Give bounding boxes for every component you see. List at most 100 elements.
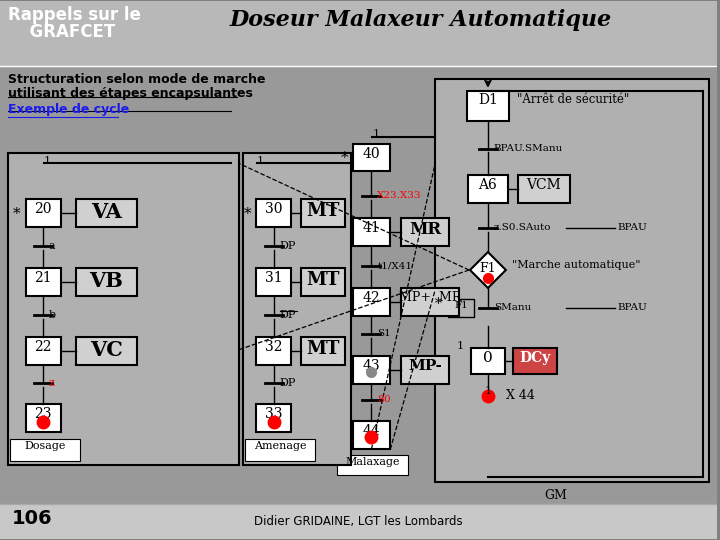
Text: "Arrêt de sécurité": "Arrêt de sécurité" — [517, 93, 629, 106]
Bar — [26, 268, 60, 296]
Text: A6: A6 — [479, 178, 498, 192]
Text: Doseur Malaxeur Automatique: Doseur Malaxeur Automatique — [229, 9, 611, 31]
Bar — [26, 404, 60, 433]
Bar — [471, 348, 505, 374]
Bar — [401, 218, 449, 246]
Text: MP-: MP- — [408, 359, 442, 373]
Text: *: * — [341, 152, 348, 165]
Text: MT: MT — [306, 202, 339, 220]
Bar — [256, 268, 291, 296]
Text: 1: 1 — [257, 157, 264, 166]
Text: VB: VB — [89, 271, 124, 291]
Bar — [256, 199, 291, 227]
Bar — [448, 299, 474, 317]
Bar — [301, 268, 345, 296]
Text: 21: 21 — [34, 271, 52, 285]
Bar — [10, 439, 80, 461]
Text: b: b — [49, 310, 56, 320]
Text: a: a — [49, 241, 55, 251]
Text: 106: 106 — [12, 509, 53, 528]
Text: "Marche automatique": "Marche automatique" — [512, 260, 640, 270]
Text: MR: MR — [409, 221, 441, 238]
Text: Didier GRIDAINE, LGT les Lombards: Didier GRIDAINE, LGT les Lombards — [254, 515, 463, 528]
Text: BPAU: BPAU — [617, 303, 647, 312]
Text: 33: 33 — [265, 407, 282, 421]
Bar — [256, 337, 291, 364]
Text: z: z — [49, 377, 55, 388]
Text: 41: 41 — [363, 221, 380, 235]
Bar — [26, 337, 60, 364]
Text: VA: VA — [91, 202, 122, 222]
Text: Rappels sur le: Rappels sur le — [8, 6, 141, 24]
Text: MP+  MR: MP+ MR — [399, 291, 462, 304]
Text: 30: 30 — [265, 202, 282, 217]
Text: S0: S0 — [377, 395, 391, 404]
Text: BPAU.SManu: BPAU.SManu — [494, 144, 563, 152]
Bar — [243, 153, 351, 465]
Text: 44: 44 — [363, 424, 380, 438]
Text: 23: 23 — [34, 407, 52, 421]
Text: BPAU: BPAU — [617, 223, 647, 232]
Bar — [0, 1, 717, 66]
Text: 22: 22 — [34, 340, 52, 354]
Bar — [245, 439, 315, 461]
Text: Structuration selon mode de marche: Structuration selon mode de marche — [8, 73, 266, 86]
Bar — [301, 337, 345, 364]
Text: 31: 31 — [265, 271, 283, 285]
Bar — [401, 288, 459, 316]
Text: t1/X41: t1/X41 — [377, 261, 413, 270]
Text: 43: 43 — [363, 359, 380, 373]
Text: GRAFCET: GRAFCET — [18, 23, 115, 41]
Bar — [353, 356, 390, 383]
Text: DP: DP — [280, 377, 296, 388]
Text: 42: 42 — [363, 291, 380, 305]
Bar — [76, 199, 138, 227]
Polygon shape — [470, 252, 506, 288]
Text: DCy: DCy — [519, 350, 550, 365]
Text: Exemple de cycle: Exemple de cycle — [8, 103, 129, 116]
Text: DP: DP — [280, 241, 296, 251]
Text: MT: MT — [306, 271, 339, 289]
Text: utilisant des étapes encapsulantes: utilisant des étapes encapsulantes — [8, 87, 253, 100]
Text: F1: F1 — [480, 261, 496, 274]
Bar — [467, 91, 509, 120]
Text: 1: 1 — [372, 129, 379, 139]
Text: X 44: X 44 — [506, 389, 535, 402]
Text: z.S0.SAuto: z.S0.SAuto — [494, 223, 552, 232]
Bar — [468, 176, 508, 203]
Text: D1: D1 — [478, 93, 498, 107]
Text: SManu: SManu — [494, 303, 531, 312]
Bar — [76, 268, 138, 296]
Text: Amenage: Amenage — [253, 441, 306, 451]
Bar — [518, 176, 570, 203]
Bar — [353, 421, 390, 449]
Bar — [0, 66, 717, 509]
Bar — [256, 404, 291, 433]
Text: VC: VC — [90, 340, 123, 360]
Bar — [336, 455, 408, 475]
Text: 20: 20 — [34, 202, 52, 217]
Bar — [0, 504, 717, 539]
Text: GM: GM — [544, 489, 567, 502]
Text: X23.X33: X23.X33 — [377, 191, 422, 200]
Text: 40: 40 — [363, 146, 380, 160]
Text: F1: F1 — [454, 301, 468, 310]
Text: 1: 1 — [485, 386, 492, 395]
Bar — [401, 356, 449, 383]
Bar — [76, 337, 138, 364]
Text: *: * — [244, 207, 252, 221]
Bar — [8, 153, 239, 465]
Bar — [353, 218, 390, 246]
Text: Dosage: Dosage — [24, 441, 66, 451]
Bar — [26, 199, 60, 227]
Bar — [353, 288, 390, 316]
Bar — [353, 144, 390, 171]
Bar — [435, 79, 709, 482]
Text: *: * — [435, 297, 441, 311]
Bar — [513, 348, 557, 374]
Text: S1: S1 — [377, 329, 391, 338]
Bar — [301, 199, 345, 227]
Text: 1: 1 — [44, 157, 51, 166]
Text: DP: DP — [280, 310, 296, 320]
Text: 32: 32 — [265, 340, 282, 354]
